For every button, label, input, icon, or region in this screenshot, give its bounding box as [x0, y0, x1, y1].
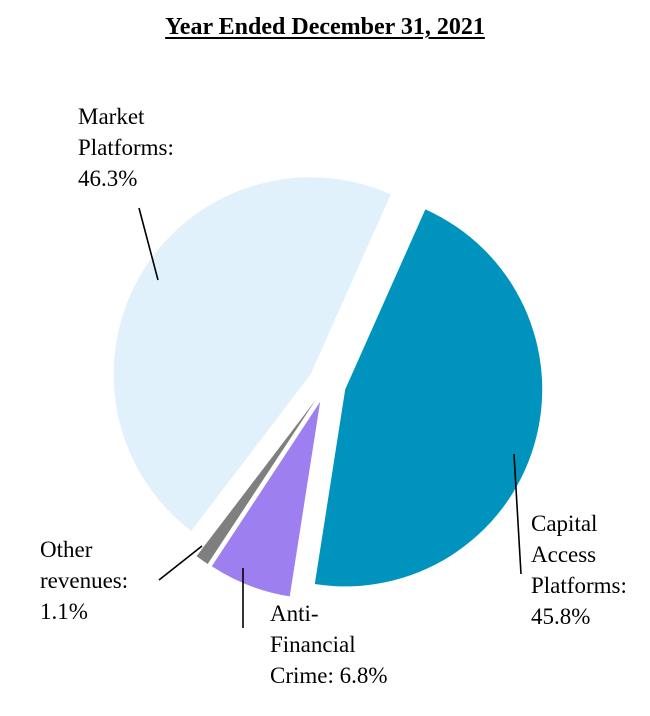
label-market-platforms: Market Platforms: 46.3% [78, 101, 174, 194]
leader-line-other-revenues [158, 545, 203, 581]
label-capital-access-platforms: Capital Access Platforms: 45.8% [531, 508, 627, 632]
leader-lines [138, 207, 522, 628]
label-other-revenues-line1: Other [40, 537, 93, 562]
label-anti-financial-line1: Anti- [270, 601, 319, 626]
leader-line-market-platforms [138, 207, 159, 281]
label-other-revenues-line2: revenues: [40, 568, 129, 593]
label-anti-financial-crime: Anti- Financial Crime: 6.8% [270, 598, 388, 691]
pie-slice-market-platforms [113, 177, 391, 531]
label-capital-access-line2: Access [531, 542, 597, 567]
leader-line-capital-access-platforms [513, 453, 522, 575]
label-market-platforms-line1: Market [78, 104, 145, 129]
label-capital-access-line3: Platforms: [531, 573, 627, 598]
label-market-platforms-value: 46.3% [78, 166, 138, 191]
label-other-revenues: Other revenues: 1.1% [40, 534, 128, 627]
chart-title: Year Ended December 31, 2021 [165, 14, 485, 40]
pie-slice-capital-access-platforms [314, 209, 543, 587]
label-anti-financial-value: Crime: 6.8% [270, 663, 388, 688]
label-other-revenues-value: 1.1% [40, 599, 88, 624]
pie-slices [113, 177, 543, 597]
pie-slice-other-revenues [196, 399, 317, 565]
label-market-platforms-line2: Platforms: [78, 135, 174, 160]
label-anti-financial-line2: Financial [270, 632, 356, 657]
label-capital-access-value: 45.8% [531, 604, 591, 629]
label-capital-access-line1: Capital [531, 511, 598, 536]
pie-slice-anti-financial-crime [211, 401, 321, 597]
